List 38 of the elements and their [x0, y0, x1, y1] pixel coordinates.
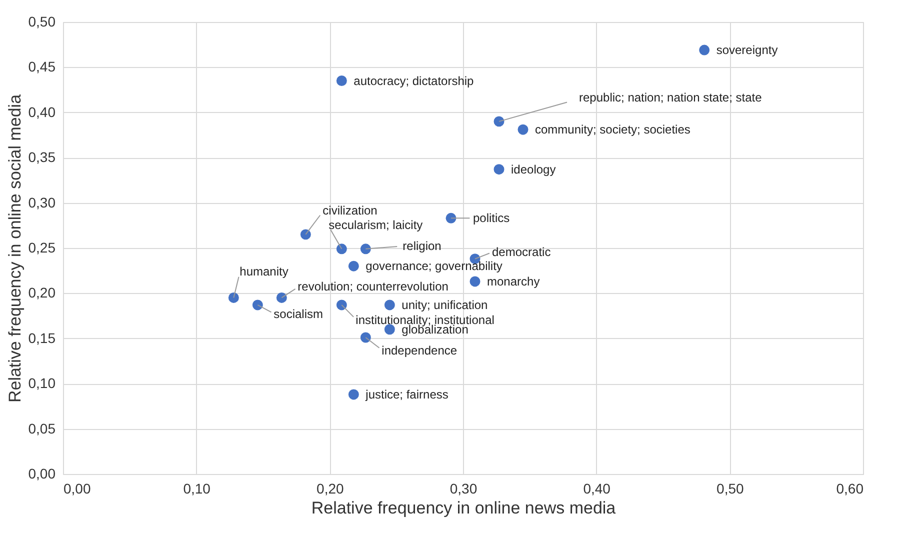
annotation: republic; nation; nation state; state	[579, 90, 762, 104]
annotation: monarchy	[487, 274, 540, 288]
x-axis-title: Relative frequency in online news media	[311, 498, 616, 518]
x-tick-label: 0,20	[316, 480, 344, 496]
annotation: ideology	[511, 162, 556, 176]
annotation: civilization	[322, 203, 378, 218]
annotation: humanity	[240, 264, 288, 279]
y-tick-label: 0,35	[28, 149, 56, 166]
annotation: independence	[382, 343, 458, 358]
annotation: unity; unification	[402, 298, 488, 312]
annotation: autocracy; dictatorship	[354, 74, 474, 88]
annotation: community; society; societies	[535, 122, 690, 137]
annotation: politics	[473, 211, 510, 226]
x-tick-label: 0,60	[836, 480, 864, 496]
y-tick-label: 0,05	[28, 420, 56, 436]
annotation: secularism; laicity	[328, 218, 423, 232]
x-tick-label: 0,10	[183, 480, 211, 496]
y-tick-label: 0,20	[28, 284, 56, 301]
x-tick-label: 0,40	[583, 480, 611, 496]
y-tick-label: 0,50	[28, 14, 56, 30]
y-axis-title: Relative frequency in online social media	[5, 94, 24, 403]
x-tick-label: 0,50	[716, 480, 744, 496]
x-tick-label: 0,30	[450, 480, 478, 496]
annotation: revolution; counterrevolution	[298, 280, 448, 294]
y-tick-label: 0,00	[28, 466, 56, 482]
y-tick-label: 0,15	[28, 330, 56, 346]
annotation: religion	[402, 238, 442, 253]
annotation: governance; governability	[366, 259, 502, 274]
annotation: justice; fairness	[364, 387, 448, 402]
x-tick-label: 0,00	[64, 480, 91, 496]
y-tick-label: 0,45	[28, 58, 56, 75]
y-tick-label: 0,40	[28, 104, 56, 120]
y-tick-label: 0,10	[28, 375, 56, 392]
annotation: democratic	[492, 244, 551, 259]
y-tick-label: 0,30	[28, 194, 56, 210]
y-tick-label: 0,25	[28, 240, 56, 256]
annotation: socialism	[274, 306, 324, 321]
annotation: sovereignty	[716, 43, 778, 58]
